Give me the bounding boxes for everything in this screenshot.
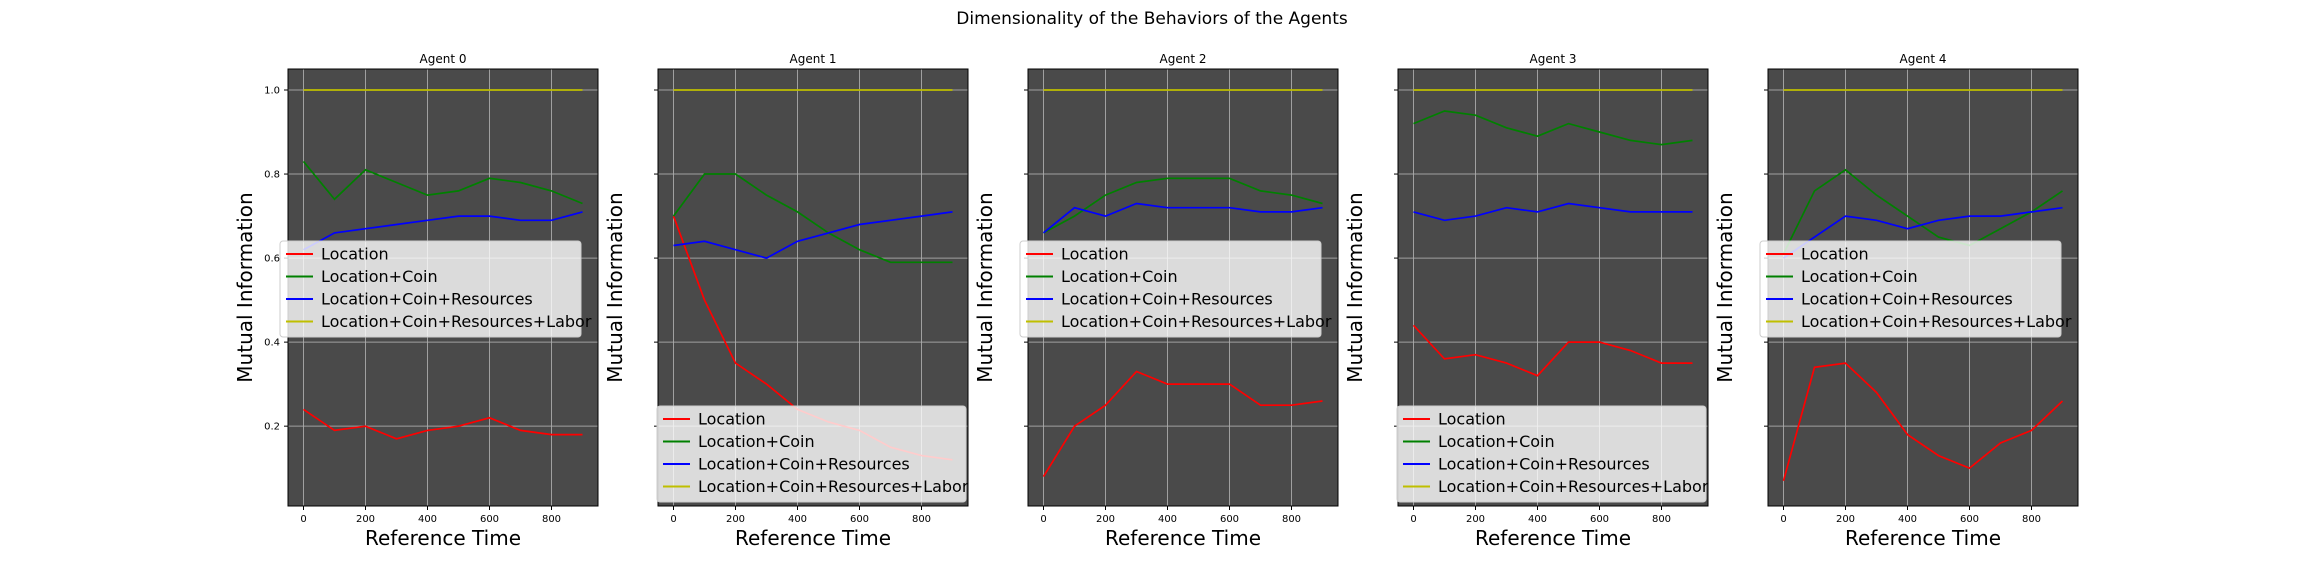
legend-label: Location+Coin+Resources+Labor — [1801, 312, 2072, 331]
x-tick-label: 200 — [1836, 514, 1855, 525]
series-line-location — [1042, 370, 1323, 478]
legend-label: Location+Coin+Resources+Labor — [321, 312, 592, 331]
legend-box — [1759, 240, 2062, 338]
y-tick-label: 0.8 — [264, 170, 280, 181]
legend-label: Location+Coin — [321, 267, 438, 286]
x-tick-label: 600 — [850, 514, 869, 525]
x-tick-label: 800 — [542, 514, 561, 525]
series-line-location — [1782, 362, 2064, 482]
chart-panel-0: 0 200 400 600 800 0.2 0.4 0.6 0.8 1.0 Agent 0 Refer… — [233, 52, 599, 550]
legend-box — [656, 405, 967, 503]
x-tick-label: 200 — [1466, 514, 1485, 525]
panel-title: Agent 3 — [1530, 52, 1577, 66]
x-tick-label: 800 — [1282, 514, 1301, 525]
x-tick-label: 400 — [1898, 514, 1917, 525]
x-tick-label: 400 — [1158, 514, 1177, 525]
legend-label: Location — [1061, 245, 1129, 264]
legend-label: Location+Coin — [1801, 267, 1918, 286]
x-axis-label: Reference Time — [735, 526, 891, 550]
x-tick-label: 200 — [1096, 514, 1115, 525]
y-axis-label: Mutual Information — [973, 192, 997, 382]
x-tick-label: 0 — [300, 514, 306, 525]
x-tick-label: 600 — [1960, 514, 1979, 525]
legend-label: Location+Coin+Resources — [321, 290, 533, 309]
legend: Location Location+Coin Location+Coin+Resou… — [656, 405, 969, 503]
x-axis-label: Reference Time — [1475, 526, 1631, 550]
series-line-location-coin-resources — [1042, 202, 1323, 234]
axes-frame — [1397, 68, 1709, 507]
chart-panel-2: 0 200 400 600 800 Agent 2 Reference Time Mutual… — [973, 52, 1339, 550]
legend-box — [1019, 240, 1322, 338]
x-tick-label: 200 — [726, 514, 745, 525]
series-line-location-coin — [1413, 110, 1693, 146]
series-line-location — [303, 408, 583, 440]
legend-label: Location — [698, 410, 766, 429]
legend-label: Location+Coin+Resources — [1061, 290, 1273, 309]
legend-box — [279, 240, 582, 338]
x-tick-label: 600 — [480, 514, 499, 525]
series-line-location-coin — [1043, 177, 1323, 234]
x-tick-label: 200 — [356, 514, 375, 525]
series-line-location-coin — [672, 173, 953, 264]
legend-box — [1396, 405, 1707, 503]
series-line-location-coin-resources — [673, 211, 953, 260]
x-tick-label: 800 — [912, 514, 931, 525]
legend-label: Location+Coin — [1061, 267, 1178, 286]
y-tick-label: 0.4 — [264, 338, 280, 349]
x-tick-label: 0 — [1040, 514, 1046, 525]
y-tick-label: 0.2 — [264, 422, 280, 433]
series-line-location — [1412, 324, 1693, 377]
series-line-location-coin — [1782, 168, 2063, 255]
y-tick-label: 0.6 — [264, 254, 280, 265]
legend: Location Location+Coin Location+Coin+Resou… — [1759, 240, 2072, 338]
x-tick-label: 0 — [670, 514, 676, 525]
figure-title: Dimensionality of the Behaviors of the A… — [956, 9, 1348, 29]
legend: Location Location+Coin Location+Coin+Resou… — [1396, 405, 1709, 503]
legend-label: Location+Coin+Resources+Labor — [698, 477, 969, 496]
x-axis-label: Reference Time — [1845, 526, 2001, 550]
x-tick-label: 800 — [2022, 514, 2041, 525]
legend-label: Location+Coin — [1438, 432, 1555, 451]
legend-label: Location — [321, 245, 389, 264]
legend-label: Location+Coin+Resources — [1438, 455, 1650, 474]
chart-panel-4: 0 200 400 600 800 Agent 4 Reference Time Mutual… — [1713, 52, 2079, 550]
y-axis-label: Mutual Information — [1713, 192, 1737, 382]
axes-frame — [657, 68, 969, 507]
series-line-location-coin-resources — [303, 211, 583, 251]
x-axis-label: Reference Time — [365, 526, 521, 550]
panels-container: 0 200 400 600 800 0.2 0.4 0.6 0.8 1.0 Agent 0 Refer… — [233, 52, 2079, 550]
y-axis-label: Mutual Information — [1343, 192, 1367, 382]
legend-label: Location+Coin+Resources+Labor — [1438, 477, 1709, 496]
panel-title: Agent 4 — [1900, 52, 1947, 66]
series-line-location-coin-resources — [1783, 206, 2063, 259]
x-tick-label: 400 — [418, 514, 437, 525]
x-tick-label: 400 — [1528, 514, 1547, 525]
panel-title: Agent 1 — [790, 52, 837, 66]
legend-label: Location+Coin — [698, 432, 815, 451]
legend: Location Location+Coin Location+Coin+Resou… — [279, 240, 592, 338]
panel-title: Agent 2 — [1160, 52, 1207, 66]
legend-label: Location+Coin+Resources+Labor — [1061, 312, 1332, 331]
legend-label: Location — [1438, 410, 1506, 429]
series-line-location-coin-resources — [1413, 202, 1693, 222]
chart-panel-3: 0 200 400 600 800 Agent 3 Reference Time Mutual… — [1343, 52, 1709, 550]
y-axis-label: Mutual Information — [603, 192, 627, 382]
y-axis-label: Mutual Information — [233, 192, 257, 382]
x-tick-label: 0 — [1780, 514, 1786, 525]
legend-label: Location+Coin+Resources — [1801, 290, 2013, 309]
y-tick-label: 1.0 — [264, 86, 280, 97]
x-tick-label: 400 — [788, 514, 807, 525]
panel-title: Agent 0 — [420, 52, 467, 66]
chart-panel-1: 0 200 400 600 800 Agent 1 Reference Time Mutual… — [603, 52, 969, 550]
legend: Location Location+Coin Location+Coin+Resou… — [1019, 240, 1332, 338]
x-tick-label: 800 — [1652, 514, 1671, 525]
x-tick-label: 0 — [1410, 514, 1416, 525]
x-tick-label: 600 — [1590, 514, 1609, 525]
legend-label: Location — [1801, 245, 1869, 264]
legend-label: Location+Coin+Resources — [698, 455, 910, 474]
x-axis-label: Reference Time — [1105, 526, 1261, 550]
x-tick-label: 600 — [1220, 514, 1239, 525]
series-line-location-coin — [302, 160, 583, 205]
